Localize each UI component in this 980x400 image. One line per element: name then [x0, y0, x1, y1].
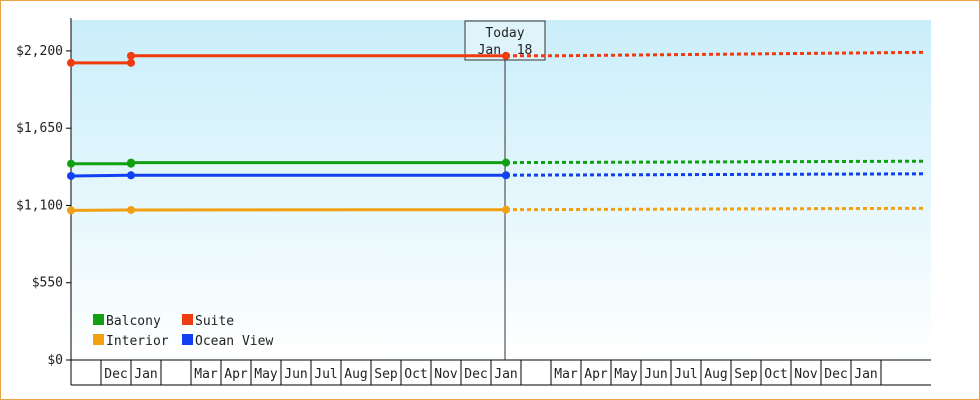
month-label: Mar	[554, 367, 578, 382]
month-label: Apr	[224, 367, 248, 382]
month-label: Nov	[434, 367, 458, 382]
month-label: Oct	[764, 367, 787, 382]
legend-swatch-interior	[93, 334, 104, 345]
month-label: Dec	[824, 367, 847, 382]
series-forecast-balcony	[505, 159, 927, 165]
legend-swatch-suite	[182, 314, 193, 325]
month-label: Mar	[194, 367, 218, 382]
series-forecast-interior	[505, 206, 927, 212]
data-point-interior	[67, 206, 75, 215]
data-point-balcony	[502, 158, 510, 167]
month-label: May	[254, 367, 278, 382]
month-label: Jan	[134, 367, 157, 382]
month-label: Sep	[734, 367, 758, 382]
month-label: Jul	[314, 367, 337, 382]
today-date: Jan. 18	[478, 43, 533, 58]
y-tick-label: $550	[32, 276, 63, 291]
series-line-balcony	[71, 161, 506, 166]
series-forecast-suite	[506, 50, 927, 58]
month-label: Nov	[794, 367, 818, 382]
month-label: Jun	[284, 367, 307, 382]
y-tick-label: $2,200	[16, 44, 63, 59]
month-label: Jan	[494, 367, 517, 382]
month-label: Sep	[374, 367, 398, 382]
data-point-balcony	[127, 158, 135, 167]
today-label: Today	[485, 26, 524, 41]
data-point-ocean-view	[502, 171, 510, 180]
month-label: Jan	[854, 367, 877, 382]
x-axis: Dec Jan Mar Apr May Jun Jul Aug Sep Oct Nov Dec Jan M…	[71, 359, 931, 386]
y-tick-label: $1,100	[16, 198, 63, 213]
plot-background	[71, 20, 931, 360]
month-label: Dec	[464, 367, 487, 382]
legend-swatch-balcony	[93, 314, 104, 325]
month-label: Jul	[674, 367, 697, 382]
month-label: Aug	[704, 367, 727, 382]
month-label: Jun	[644, 367, 667, 382]
data-point-suite	[127, 58, 135, 67]
series-line-ocean-view	[70, 173, 506, 178]
data-point-suite	[127, 51, 135, 60]
legend-swatch-ocean-view	[182, 334, 193, 345]
y-axis: $0 $550 $1,100 $1,650 $2,200	[16, 18, 72, 385]
data-point-suite	[67, 58, 75, 67]
data-point-interior	[502, 205, 510, 214]
y-tick-label: $1,650	[16, 121, 63, 136]
legend-label-ocean-view: Ocean View	[195, 334, 273, 349]
series-group	[67, 50, 927, 215]
series-line-interior	[70, 208, 507, 212]
legend-label-balcony: Balcony	[106, 314, 161, 329]
data-point-interior	[127, 205, 135, 214]
month-label: Dec	[104, 367, 127, 382]
data-point-balcony	[67, 159, 75, 168]
y-tick-label: $0	[47, 353, 63, 368]
legend-label-interior: Interior	[106, 334, 169, 349]
legend: Balcony Suite Interior Ocean View	[93, 314, 273, 349]
month-label: Apr	[584, 367, 608, 382]
series-forecast-ocean-view	[505, 172, 927, 177]
month-label: Aug	[344, 367, 367, 382]
legend-label-suite: Suite	[195, 314, 234, 329]
data-point-suite	[502, 51, 510, 60]
data-point-ocean-view	[67, 171, 75, 180]
data-point-ocean-view	[127, 171, 135, 180]
month-label: May	[614, 367, 638, 382]
month-label: Oct	[404, 367, 427, 382]
